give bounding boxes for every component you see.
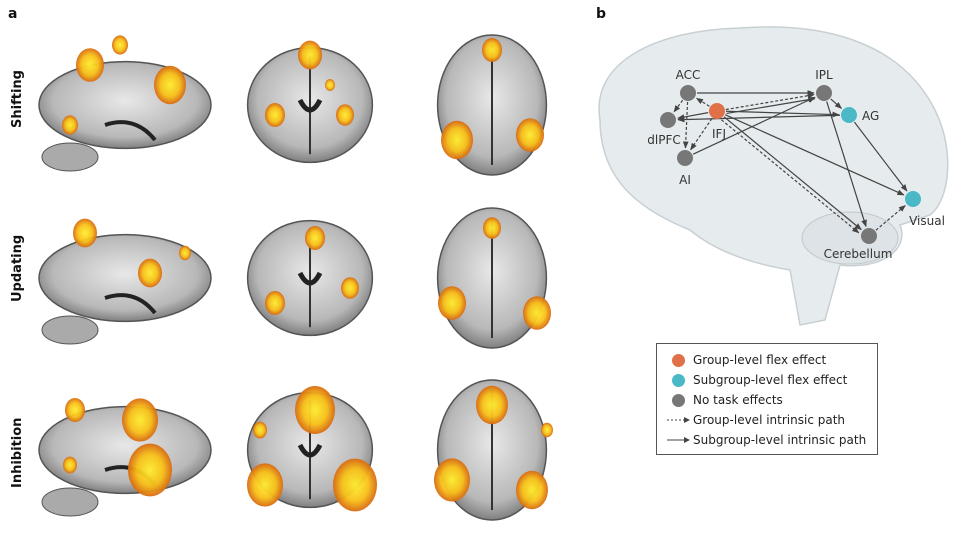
- legend-label: No task effects: [693, 393, 783, 407]
- activation-blob: [325, 79, 335, 91]
- node-ifj: [709, 103, 725, 119]
- node-ag: [841, 107, 857, 123]
- activation-blob: [523, 296, 551, 330]
- legend-item-dashed: Group-level intrinsic path: [667, 410, 877, 430]
- activation-blob: [476, 385, 508, 425]
- node-visual: [905, 191, 921, 207]
- teal-dot-icon: [672, 373, 685, 387]
- activation-blob: [112, 35, 128, 55]
- node-label-ag: AG: [862, 109, 879, 123]
- legend-item-subgroup: Subgroup-level flex effect: [667, 370, 877, 390]
- activation-blob: [341, 277, 359, 299]
- panel-label-a: a: [8, 6, 18, 22]
- legend-label: Group-level flex effect: [693, 353, 827, 367]
- activation-blob: [138, 258, 162, 288]
- cerebellum-shape: [801, 211, 899, 265]
- legend-label: Subgroup-level intrinsic path: [693, 433, 867, 447]
- activation-blob: [65, 398, 85, 422]
- activation-blob: [516, 470, 548, 510]
- activation-blob: [265, 291, 285, 315]
- legend-label: Subgroup-level flex effect: [693, 373, 848, 387]
- brain-slice: [38, 398, 212, 517]
- node-label-dlpfc: dlPFC: [647, 133, 680, 147]
- activation-blob: [253, 421, 267, 439]
- edge-AI-IPL: [692, 96, 816, 155]
- panel-label-b: b: [596, 6, 607, 22]
- activation-blob: [441, 120, 473, 160]
- activation-blob: [438, 286, 466, 320]
- brain-slice: [436, 207, 551, 349]
- brain-slice: [434, 379, 553, 521]
- gray-dot-icon: [672, 393, 685, 407]
- edge-ACC-dlPFC: [673, 99, 684, 113]
- node-label-ifj: IFJ: [712, 127, 726, 141]
- activation-blob: [336, 104, 354, 126]
- activation-blob: [122, 398, 158, 442]
- activation-blob: [265, 103, 285, 127]
- brain-slice: [38, 218, 212, 345]
- edge-IFJ-Cerebellum: [723, 116, 862, 231]
- brain-slice: [436, 34, 548, 176]
- activation-blob: [128, 443, 172, 497]
- activation-blob: [305, 226, 325, 250]
- dashed-arrow-icon: [667, 417, 690, 423]
- edge-IPL-AG: [830, 98, 843, 109]
- node-label-ipl: IPL: [815, 68, 833, 82]
- activation-blob: [76, 48, 104, 82]
- solid-arrow-icon: [667, 437, 690, 443]
- node-label-cerebellum: Cerebellum: [824, 247, 893, 261]
- legend-item-group: Group-level flex effect: [667, 350, 877, 370]
- node-label-visual: Visual: [909, 214, 945, 228]
- edge-Cerebellum-Visual: [875, 204, 906, 231]
- edge-ACC-AI: [682, 101, 689, 149]
- activation-blob: [63, 456, 77, 474]
- activation-blob: [482, 38, 502, 62]
- legend-item-solid: Subgroup-level intrinsic path: [667, 430, 877, 450]
- activation-blob: [298, 40, 322, 70]
- brain-slice: [246, 219, 374, 337]
- activation-blob: [333, 458, 377, 512]
- legend-label: Group-level intrinsic path: [693, 413, 846, 427]
- node-cerebellum: [861, 228, 877, 244]
- activation-blob: [73, 218, 97, 248]
- edge-IPL-Cerebellum: [826, 101, 867, 228]
- node-label-ai: AI: [679, 173, 691, 187]
- activation-blob: [154, 65, 186, 105]
- brain-slice: [38, 35, 212, 172]
- edge-IFJ-ACC: [695, 97, 710, 107]
- brain-slice: [246, 386, 377, 512]
- activation-blob: [483, 217, 501, 239]
- legend-item-none: No task effects: [667, 390, 877, 410]
- activation-blob: [434, 458, 470, 502]
- edge-IFJ-IPL: [726, 96, 816, 115]
- node-ai: [677, 150, 693, 166]
- brain-slice: [246, 40, 374, 164]
- activation-blob: [247, 463, 283, 507]
- activation-blob: [516, 118, 544, 152]
- node-label-acc: ACC: [676, 68, 701, 82]
- node-dlpfc: [660, 112, 676, 128]
- edge-AG-Visual: [853, 121, 908, 192]
- activation-blob: [62, 115, 78, 135]
- legend: Group-level flex effect Subgroup-level f…: [656, 343, 878, 455]
- edge-AG-dlPFC: [677, 114, 841, 123]
- node-ipl: [816, 85, 832, 101]
- edge-IFJ-Visual: [724, 114, 905, 196]
- node-acc: [680, 85, 696, 101]
- activation-blob: [541, 422, 553, 438]
- orange-dot-icon: [672, 353, 685, 367]
- activation-blob: [179, 245, 191, 261]
- edge-IFJ-AI: [690, 118, 713, 151]
- activation-blob: [295, 386, 335, 434]
